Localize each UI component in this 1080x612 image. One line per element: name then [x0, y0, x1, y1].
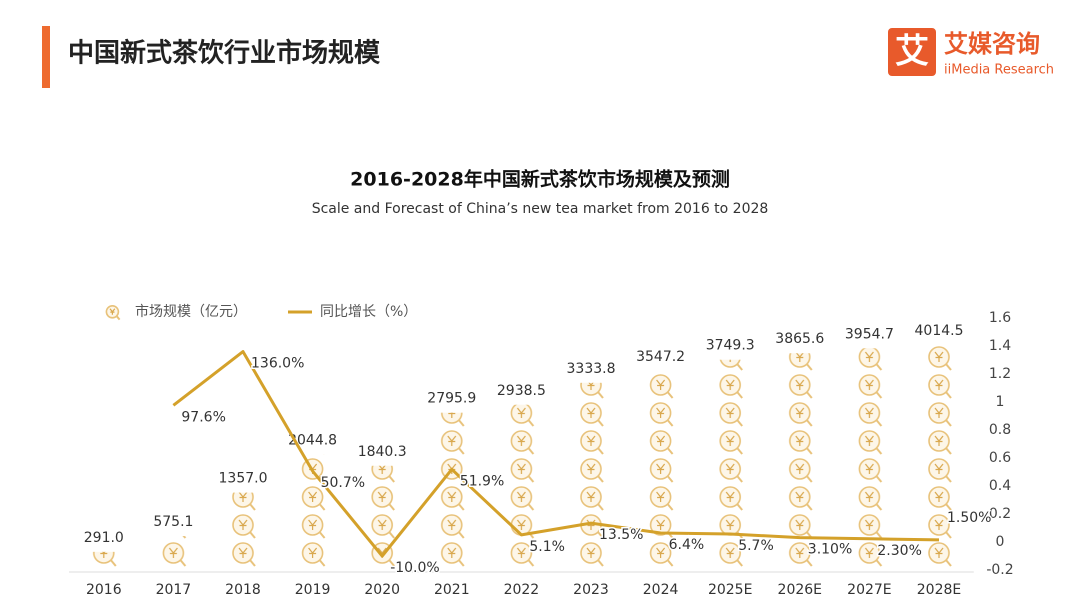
line-value-label: 1.50%: [947, 510, 991, 526]
y2-tick-label: 1.2: [989, 366, 1011, 382]
bar-value-label: 2044.8: [288, 432, 337, 448]
legend-label: 同比增长（%）: [320, 304, 417, 320]
bar: [159, 536, 188, 568]
y2-tick-label: 0.2: [989, 506, 1011, 522]
bar-value-label: 1357.0: [219, 471, 268, 487]
logo-en: iiMedia Research: [944, 63, 1054, 78]
x-tick-label: 2022: [504, 582, 540, 598]
line-value-label: 5.1%: [529, 539, 565, 555]
x-tick-label: 2026E: [778, 582, 822, 598]
bar: [646, 370, 675, 568]
x-tick-label: 2020: [364, 582, 400, 598]
x-tick-label: 2023: [573, 582, 609, 598]
x-tick-label: 2017: [156, 582, 192, 598]
bar-value-label: 575.1: [153, 514, 193, 530]
chart-title: 2016-2028年中国新式茶饮市场规模及预测: [350, 168, 730, 191]
y2-tick-label: 1.4: [989, 338, 1011, 354]
line-value-label: 97.6%: [181, 409, 225, 425]
bar-value-label: 2938.5: [497, 383, 546, 399]
header-accent: [42, 26, 50, 88]
line-value-label: 50.7%: [321, 475, 365, 491]
bar-value-label: 3865.6: [775, 331, 824, 347]
bar: [785, 353, 814, 568]
line-value-label: 13.5%: [599, 527, 643, 543]
bar: [89, 551, 118, 568]
x-tick-label: 2019: [295, 582, 331, 598]
line-value-label: 136.0%: [251, 356, 304, 372]
logo-name: 艾媒咨询: [944, 30, 1040, 58]
y2-tick-label: 0.8: [989, 422, 1011, 438]
line-value-label: 5.7%: [738, 538, 774, 554]
y2-tick-label: 1.6: [989, 310, 1011, 326]
bar: [716, 359, 745, 568]
bar: [925, 344, 953, 568]
bar-value-label: 2795.9: [427, 391, 476, 407]
y2-tick-label: 0: [996, 534, 1005, 550]
bar-value-label: 291.0: [84, 530, 124, 546]
x-tick-label: 2027E: [847, 582, 891, 598]
line-value-label: 2.30%: [877, 543, 921, 559]
line-value-label: 6.4%: [669, 537, 705, 553]
y2-tick-label: 0.6: [989, 450, 1011, 466]
bar: [437, 412, 466, 568]
y2-tick-label: 1: [996, 394, 1005, 410]
bar: [577, 382, 605, 568]
line-value-label: 51.9%: [460, 473, 504, 489]
x-tick-label: 2016: [86, 582, 122, 598]
line-value-label: -10.0%: [390, 560, 440, 576]
bar: [229, 492, 257, 568]
bar-value-label: 3333.8: [567, 361, 616, 377]
bar-value-label: 3547.2: [636, 349, 685, 365]
chart-subtitle: Scale and Forecast of China’s new tea ma…: [312, 201, 769, 217]
bar: [368, 465, 397, 568]
y2-tick-label: 0.4: [989, 478, 1011, 494]
growth-line: [172, 350, 940, 558]
x-tick-label: 2028E: [917, 582, 961, 598]
legend-label: 市场规模（亿元）: [135, 303, 247, 320]
x-tick-label: 2021: [434, 582, 470, 598]
bar-value-label: 1840.3: [358, 444, 407, 460]
x-tick-label: 2018: [225, 582, 261, 598]
coin-tail: [115, 315, 121, 321]
bar-value-label: 3954.7: [845, 326, 894, 342]
x-tick-label: 2025E: [708, 582, 752, 598]
y2-tick-label: -0.2: [986, 562, 1013, 578]
logo-box: [888, 28, 936, 76]
x-tick-label: 2024: [643, 582, 679, 598]
legend: 市场规模（亿元） 同比增长（%）: [105, 303, 417, 321]
bar-value-label: 3749.3: [706, 338, 755, 354]
bar-value-label: 4014.5: [915, 323, 964, 339]
coin-glyph: [109, 308, 116, 315]
bar: [855, 348, 884, 568]
bar: [507, 404, 536, 568]
page-title: 中国新式茶饮行业市场规模: [68, 38, 381, 69]
line-value-label: 3.10%: [808, 542, 852, 558]
logo-mark: 艾: [895, 32, 929, 72]
